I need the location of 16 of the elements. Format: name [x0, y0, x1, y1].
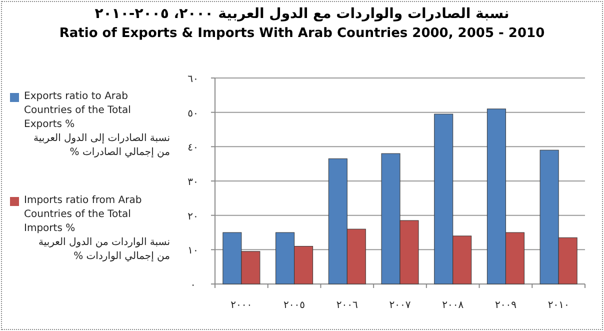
x-tick-label: ٢٠٠٥ [284, 300, 306, 311]
x-tick-label: ٢٠١٠ [548, 300, 570, 311]
x-tick-label: ٢٠٠٠ [230, 300, 252, 311]
y-tick-label: ٦٠ [188, 74, 198, 85]
y-tick-label: ١٠ [188, 246, 198, 257]
y-tick-label: ٢٠ [188, 211, 198, 222]
y-tick-label: ٥٠ [188, 108, 198, 120]
chart-subtitle: Ratio of Exports & Imports With Arab Countries 2000, 2005 - 2010 [58, 26, 546, 41]
x-tick-label: ٢٠٠٦ [336, 300, 358, 311]
x-tick-label: ٢٠٠٨ [442, 300, 464, 311]
y-tick-label: ٣٠ [188, 177, 198, 188]
x-tick-label: ٢٠٠٧ [389, 300, 412, 311]
y-tick-label: ٠ [190, 280, 196, 291]
chart-title: نسبة الصادرات والواردات مع الدول العربية ٢٠٠٠، ٢٠٠٥-٢٠١٠ [94, 6, 510, 22]
x-tick-label: ٢٠٠٩ [494, 300, 516, 311]
y-tick-label: ٤٠ [188, 142, 198, 154]
